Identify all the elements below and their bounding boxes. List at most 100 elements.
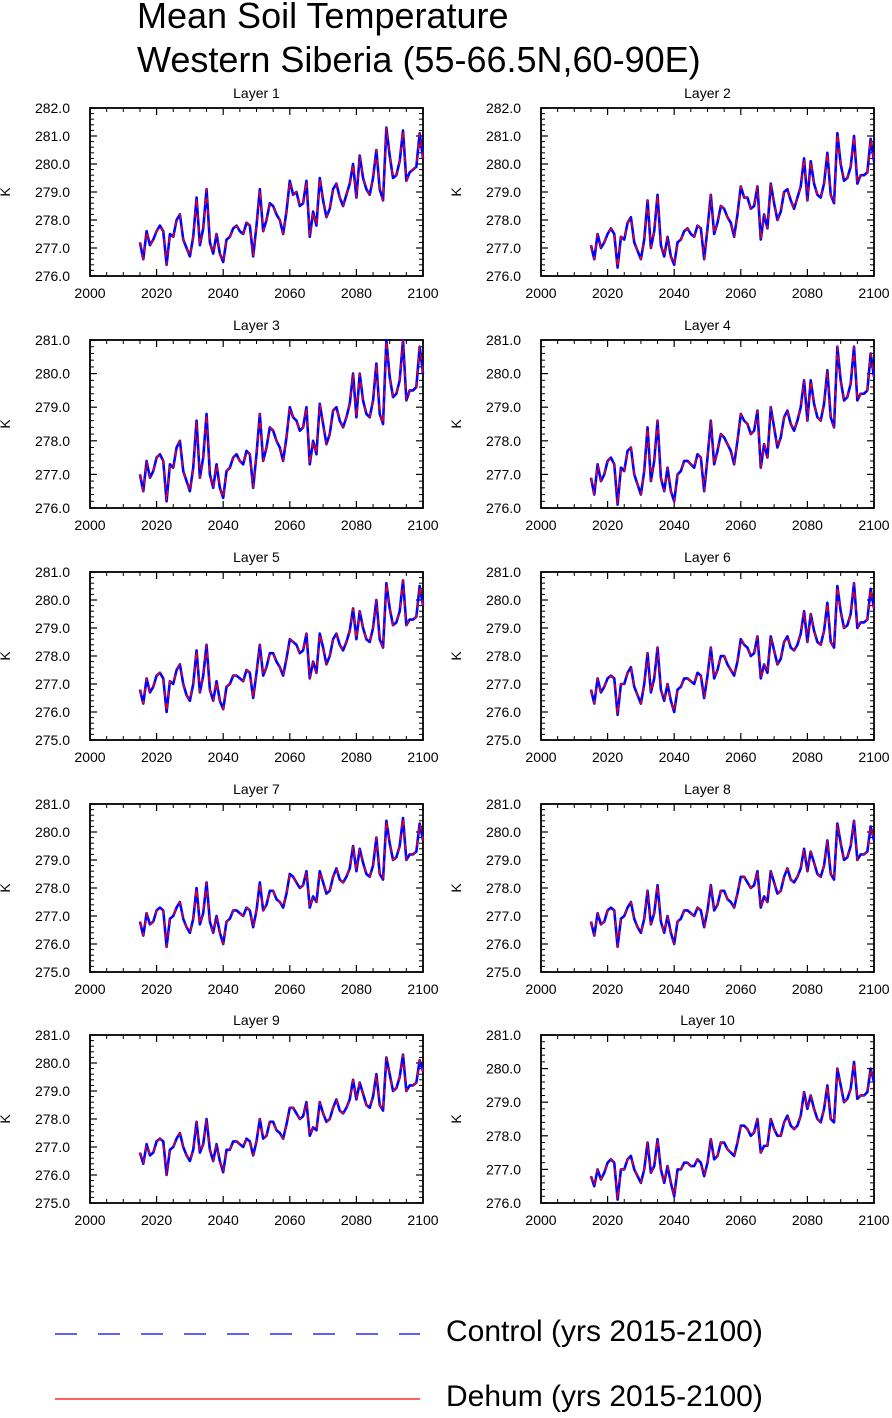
y-tick-label: 280.0 — [35, 156, 70, 172]
x-tick-label: 2020 — [141, 749, 172, 765]
series-dehum-line — [590, 820, 875, 948]
chart-panel-layer-9: Layer 9 K 2000 2020 2040 2060 2080 2100 275.0 276… — [0, 1012, 439, 1228]
y-tick-label: 275.0 — [35, 964, 70, 980]
y-axis-label: K — [0, 651, 13, 661]
x-tick-label: 2100 — [858, 981, 889, 997]
y-tick-label: 277.0 — [35, 466, 70, 482]
legend-control-label: Control (yrs 2015-2100) — [446, 1315, 763, 1348]
chart-panel-layer-4: Layer 4 K 2000 2020 2040 2060 2080 2100 276.0 277… — [448, 317, 890, 533]
y-tick-label: 276.0 — [486, 268, 521, 284]
chart-panel-layer-5: Layer 5 K 2000 2020 2040 2060 2080 2100 275.0 276… — [0, 549, 439, 765]
y-axis-label: K — [448, 883, 464, 893]
x-tick-label: 2000 — [525, 749, 556, 765]
y-tick-label: 278.0 — [486, 1128, 521, 1144]
y-tick-label: 278.0 — [486, 433, 521, 449]
y-tick-label: 277.0 — [486, 908, 521, 924]
y-axis-label: K — [448, 187, 464, 197]
x-tick-label: 2060 — [274, 285, 305, 301]
x-tick-label: 2080 — [341, 517, 372, 533]
chart-panel-layer-1: Layer 1 K 2000 2020 2040 2060 2080 2100 276.0 277… — [0, 85, 439, 301]
y-tick-label: 281.0 — [35, 564, 70, 580]
chart-panel-layer-10: Layer 10 K 2000 2020 2040 2060 2080 2100 276.0 27… — [448, 1012, 890, 1228]
y-tick-label: 277.0 — [35, 676, 70, 692]
x-tick-label: 2020 — [141, 1212, 172, 1228]
y-tick-label: 276.0 — [35, 268, 70, 284]
x-tick-label: 2060 — [725, 981, 756, 997]
x-tick-label: 2040 — [659, 517, 690, 533]
series-dehum-line — [139, 126, 424, 266]
y-tick-label: 278.0 — [35, 648, 70, 664]
y-tick-label: 279.0 — [486, 620, 521, 636]
x-tick-label: 2000 — [525, 1212, 556, 1228]
panel-title: Layer 6 — [684, 549, 731, 565]
y-tick-label: 278.0 — [486, 880, 521, 896]
x-tick-label: 2100 — [407, 981, 438, 997]
x-tick-label: 2080 — [792, 517, 823, 533]
series-dehum-line — [590, 1061, 875, 1201]
x-tick-label: 2100 — [858, 517, 889, 533]
x-tick-label: 2020 — [141, 517, 172, 533]
y-tick-label: 279.0 — [35, 184, 70, 200]
series-dehum-line — [139, 817, 424, 948]
x-tick-label: 2060 — [725, 285, 756, 301]
y-tick-label: 278.0 — [35, 880, 70, 896]
chart-panel-layer-6: Layer 6 K 2000 2020 2040 2060 2080 2100 275.0 276… — [448, 549, 890, 765]
y-tick-label: 279.0 — [35, 399, 70, 415]
y-tick-label: 282.0 — [486, 100, 521, 116]
panel-title: Layer 7 — [233, 781, 280, 797]
y-tick-label: 277.0 — [35, 240, 70, 256]
x-tick-label: 2060 — [725, 1212, 756, 1228]
y-tick-label: 276.0 — [486, 500, 521, 516]
y-tick-label: 275.0 — [486, 732, 521, 748]
y-axis-label: K — [0, 883, 13, 893]
x-tick-label: 2040 — [208, 749, 239, 765]
x-tick-label: 2000 — [74, 517, 105, 533]
y-tick-label: 279.0 — [486, 852, 521, 868]
y-tick-label: 276.0 — [35, 704, 70, 720]
y-tick-label: 280.0 — [486, 156, 521, 172]
y-tick-label: 279.0 — [486, 184, 521, 200]
x-tick-label: 2040 — [208, 285, 239, 301]
y-tick-label: 276.0 — [35, 936, 70, 952]
x-tick-label: 2020 — [592, 517, 623, 533]
x-tick-label: 2000 — [525, 981, 556, 997]
x-tick-label: 2060 — [725, 749, 756, 765]
x-tick-label: 2100 — [407, 517, 438, 533]
x-tick-label: 2100 — [407, 1212, 438, 1228]
x-tick-label: 2100 — [858, 285, 889, 301]
x-tick-label: 2040 — [208, 981, 239, 997]
y-tick-label: 280.0 — [486, 824, 521, 840]
y-tick-label: 281.0 — [486, 1027, 521, 1043]
series-dehum-line — [139, 1053, 424, 1176]
y-tick-label: 281.0 — [486, 128, 521, 144]
series-dehum-line — [139, 579, 424, 713]
y-axis-label: K — [448, 651, 464, 661]
chart-panel-layer-8: Layer 8 K 2000 2020 2040 2060 2080 2100 275.0 276… — [448, 781, 890, 997]
y-tick-label: 280.0 — [486, 366, 521, 382]
chart-panel-layer-3: Layer 3 K 2000 2020 2040 2060 2080 2100 276.0 277… — [0, 317, 439, 533]
panel-title: Layer 2 — [684, 85, 731, 101]
x-tick-label: 2060 — [274, 517, 305, 533]
chart-panel-layer-2: Layer 2 K 2000 2020 2040 2060 2080 2100 276.0 277… — [448, 85, 890, 301]
panel-title: Layer 3 — [233, 317, 280, 333]
y-tick-label: 278.0 — [486, 648, 521, 664]
x-tick-label: 2040 — [659, 749, 690, 765]
y-tick-label: 279.0 — [486, 399, 521, 415]
panel-title: Layer 1 — [233, 85, 280, 101]
y-tick-label: 276.0 — [486, 704, 521, 720]
x-tick-label: 2040 — [659, 981, 690, 997]
y-axis-label: K — [448, 1114, 464, 1124]
x-tick-label: 2080 — [341, 749, 372, 765]
y-tick-label: 279.0 — [35, 852, 70, 868]
panel-title: Layer 8 — [684, 781, 731, 797]
y-tick-label: 280.0 — [35, 824, 70, 840]
y-tick-label: 281.0 — [486, 796, 521, 812]
y-tick-label: 280.0 — [486, 1061, 521, 1077]
y-tick-label: 280.0 — [35, 1055, 70, 1071]
series-dehum-line — [590, 132, 875, 269]
x-tick-label: 2080 — [792, 285, 823, 301]
y-tick-label: 278.0 — [35, 433, 70, 449]
x-tick-label: 2060 — [274, 749, 305, 765]
y-tick-label: 276.0 — [35, 1167, 70, 1183]
panel-title: Layer 10 — [680, 1012, 735, 1028]
